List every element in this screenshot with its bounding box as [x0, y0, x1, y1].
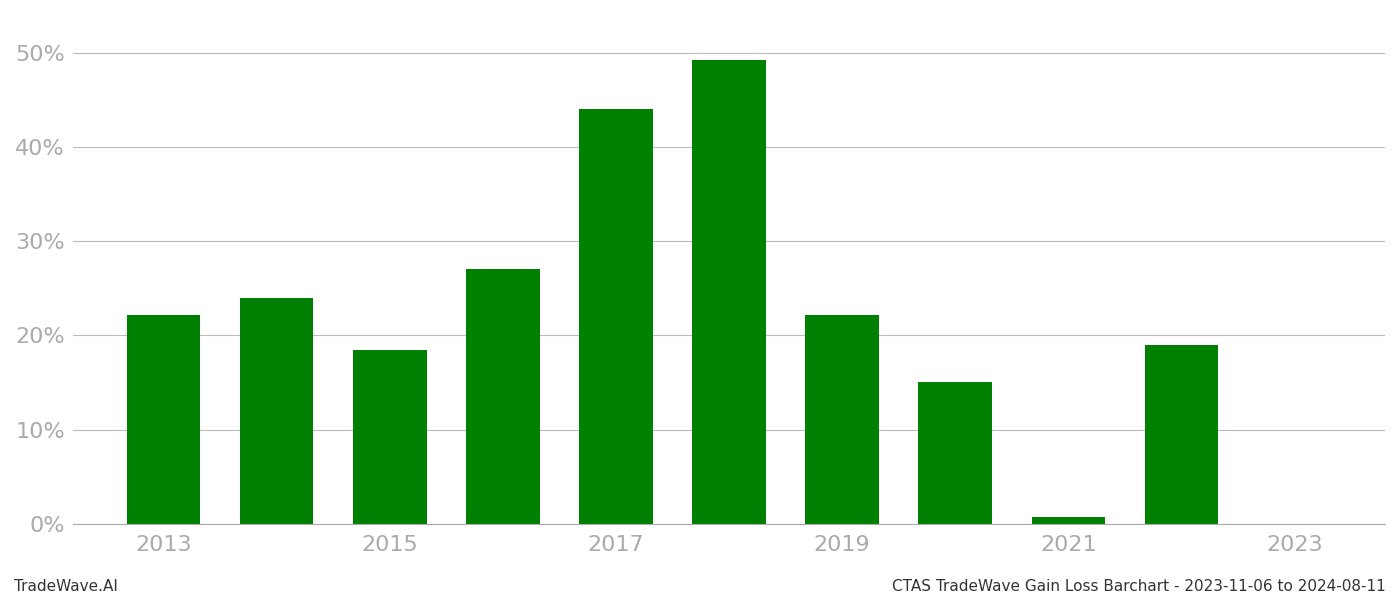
Bar — [1032, 517, 1105, 524]
Text: TradeWave.AI: TradeWave.AI — [14, 579, 118, 594]
Bar — [239, 298, 314, 524]
Bar — [466, 269, 539, 524]
Text: CTAS TradeWave Gain Loss Barchart - 2023-11-06 to 2024-08-11: CTAS TradeWave Gain Loss Barchart - 2023… — [892, 579, 1386, 594]
Bar — [127, 314, 200, 524]
Bar — [580, 109, 652, 524]
Bar — [805, 314, 879, 524]
Bar — [353, 350, 427, 524]
Bar — [692, 60, 766, 524]
Bar — [1145, 345, 1218, 524]
Bar — [918, 382, 993, 524]
